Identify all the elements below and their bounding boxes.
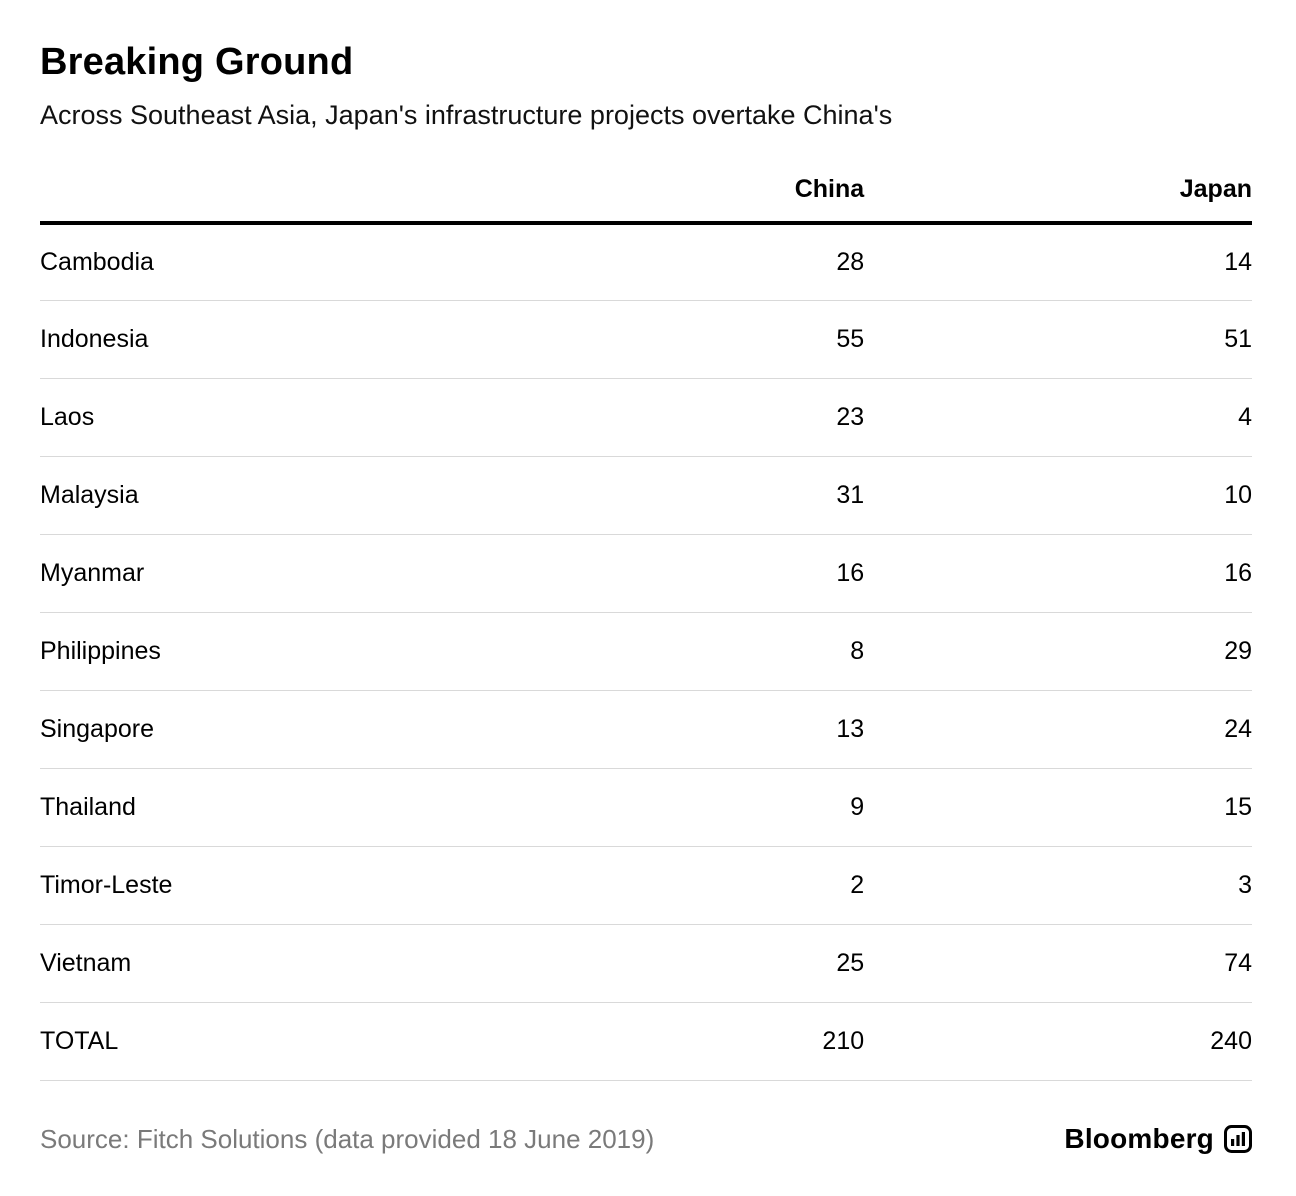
table-body: Cambodia 28 14 Indonesia 55 51 Laos 23 4… <box>40 222 1252 1082</box>
source-note: Source: Fitch Solutions (data provided 1… <box>40 1123 655 1154</box>
row-label: Malaysia <box>40 456 465 536</box>
table-row: Thailand 9 15 <box>40 768 1252 848</box>
header-japan: Japan <box>864 158 1252 225</box>
chart-subtitle: Across Southeast Asia, Japan's infrastru… <box>40 99 893 130</box>
table-row: Malaysia 31 10 <box>40 456 1252 536</box>
table-row: Laos 23 4 <box>40 378 1252 458</box>
row-china-value: 31 <box>464 456 865 536</box>
row-china-value: 25 <box>464 924 865 1004</box>
row-japan-value: 14 <box>864 222 1252 302</box>
table-row: Indonesia 55 51 <box>40 300 1252 380</box>
table-row: Myanmar 16 16 <box>40 534 1252 614</box>
row-japan-value: 16 <box>864 534 1252 614</box>
row-japan-value: 15 <box>864 768 1252 848</box>
row-label: Myanmar <box>40 534 465 614</box>
row-china-value: 16 <box>464 534 865 614</box>
row-label: Indonesia <box>40 300 465 380</box>
header-china: China <box>464 158 865 225</box>
row-japan-value: 10 <box>864 456 1252 536</box>
row-label: Thailand <box>40 768 465 848</box>
row-label: Philippines <box>40 612 465 692</box>
brand-lockup: Bloomberg <box>1064 1123 1252 1155</box>
bloomberg-chart-icon <box>1224 1125 1252 1154</box>
row-japan-value: 51 <box>864 300 1252 380</box>
row-japan-value: 24 <box>864 690 1252 770</box>
table-row: Philippines 8 29 <box>40 612 1252 692</box>
table-row: Singapore 13 24 <box>40 690 1252 770</box>
chart-title: Breaking Ground <box>40 41 354 83</box>
row-japan-value: 74 <box>864 924 1252 1004</box>
row-china-value: 8 <box>464 612 865 692</box>
row-china-value: 9 <box>464 768 865 848</box>
row-label: TOTAL <box>40 1002 465 1082</box>
table-row: Cambodia 28 14 <box>40 222 1252 302</box>
row-japan-value: 4 <box>864 378 1252 458</box>
row-label: Laos <box>40 378 465 458</box>
row-china-value: 23 <box>464 378 865 458</box>
chart-footer: Source: Fitch Solutions (data provided 1… <box>40 1123 1252 1155</box>
table-header: China Japan <box>40 158 1252 225</box>
data-table: China Japan Cambodia 28 14 Indonesia 55 … <box>40 158 1252 1082</box>
table-row: Timor-Leste 2 3 <box>40 846 1252 926</box>
row-japan-value: 3 <box>864 846 1252 926</box>
table-row: Vietnam 25 74 <box>40 924 1252 1004</box>
row-china-value: 28 <box>464 222 865 302</box>
row-china-value: 13 <box>464 690 865 770</box>
row-label: Vietnam <box>40 924 465 1004</box>
table-row: TOTAL 210 240 <box>40 1002 1252 1082</box>
row-label: Timor-Leste <box>40 846 465 926</box>
row-china-value: 55 <box>464 300 865 380</box>
row-china-value: 2 <box>464 846 865 926</box>
row-japan-value: 240 <box>864 1002 1252 1082</box>
bloomberg-wordmark: Bloomberg <box>1064 1123 1214 1155</box>
row-japan-value: 29 <box>864 612 1252 692</box>
header-row: China Japan <box>40 158 1252 225</box>
row-china-value: 210 <box>464 1002 865 1082</box>
header-empty <box>40 158 465 225</box>
row-label: Cambodia <box>40 222 465 302</box>
row-label: Singapore <box>40 690 465 770</box>
